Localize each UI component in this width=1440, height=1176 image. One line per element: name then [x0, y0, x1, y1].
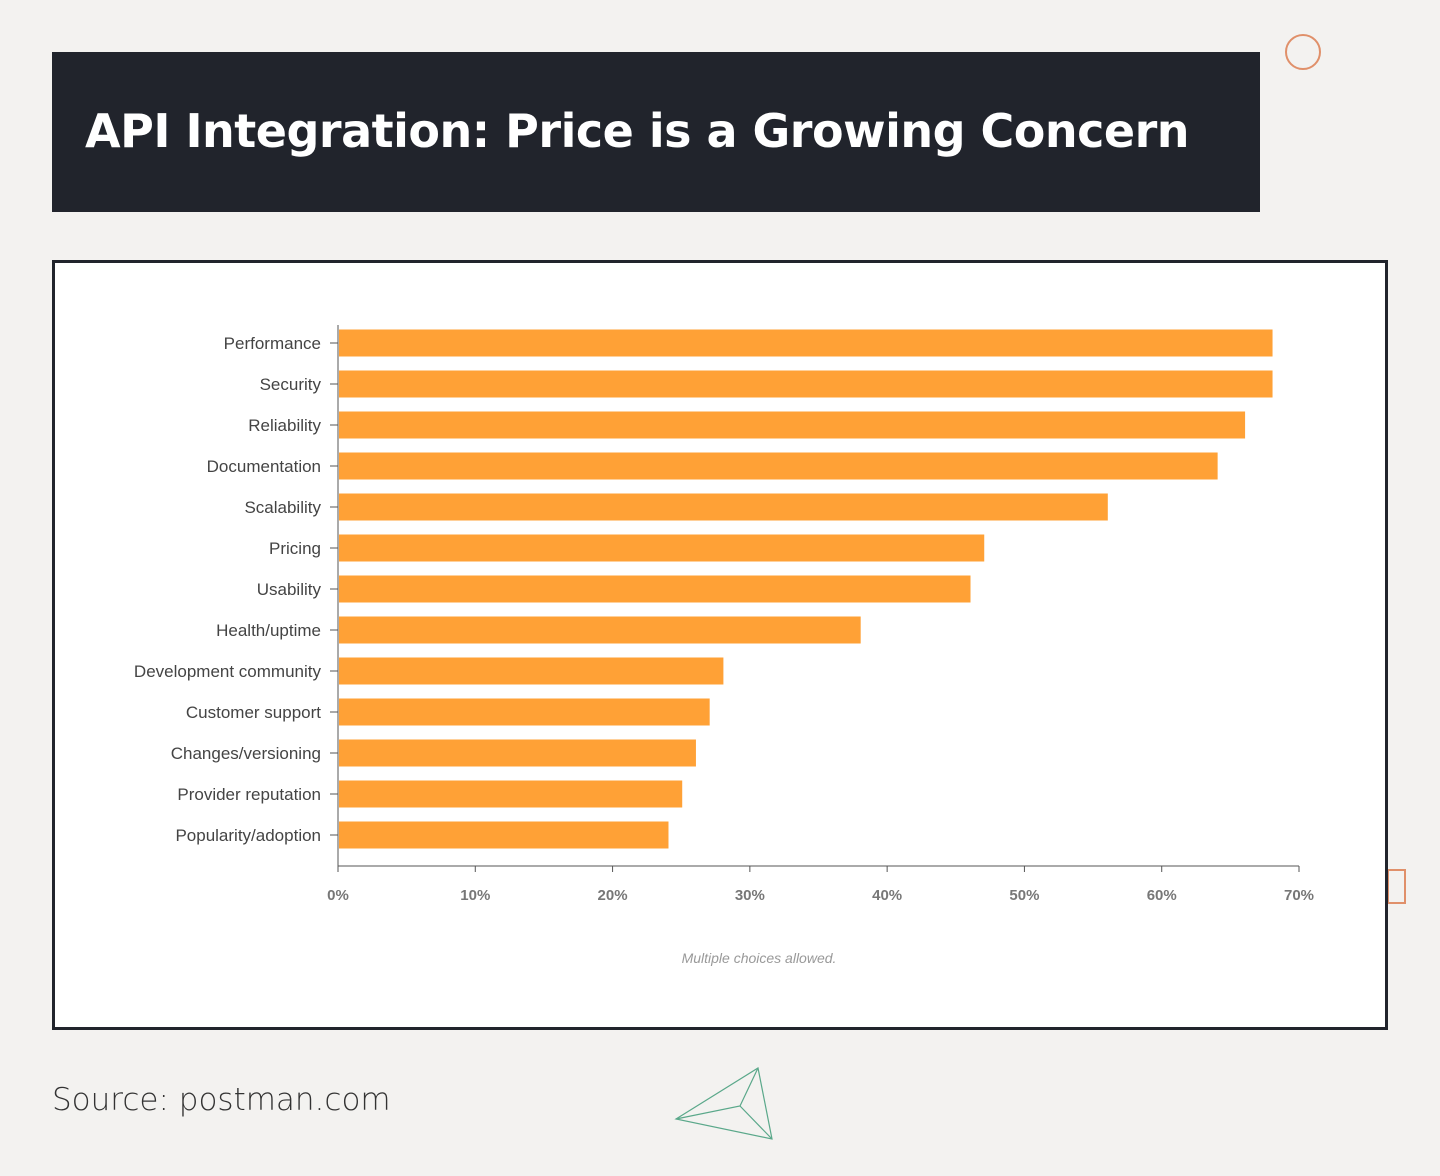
- y-tick-label: Development community: [134, 662, 322, 681]
- deco-square: [1387, 869, 1406, 904]
- y-tick-label: Documentation: [207, 457, 321, 476]
- bar: [339, 411, 1246, 439]
- bar: [339, 452, 1218, 480]
- bar: [339, 370, 1273, 398]
- bar: [339, 698, 710, 726]
- y-tick-label: Popularity/adoption: [175, 826, 321, 845]
- y-tick-label: Customer support: [186, 703, 321, 722]
- y-tick-label: Usability: [257, 580, 322, 599]
- bar: [339, 821, 669, 849]
- title: API Integration: Price is a Growing Conc…: [85, 104, 1190, 158]
- deco-circle: [1285, 34, 1321, 70]
- bar: [339, 329, 1273, 357]
- chart-frame: Multiple choices allowed. 0% 10% 20% 30% 40%…: [52, 260, 1388, 1030]
- deco-triangle-inner: [739, 1105, 773, 1140]
- x-tick-label: 40%: [872, 887, 902, 904]
- bar: [339, 493, 1108, 521]
- x-tick-label: 60%: [1147, 887, 1177, 904]
- title-box: API Integration: Price is a Growing Conc…: [52, 52, 1260, 212]
- chart: Multiple choices allowed. 0% 10% 20% 30% 40%…: [134, 325, 1314, 966]
- bar: [339, 575, 971, 603]
- y-tick-label: Pricing: [269, 539, 321, 558]
- bar: [339, 780, 683, 808]
- x-tick-label: 10%: [460, 887, 490, 904]
- bar: [339, 739, 696, 767]
- x-tick-label: 0%: [327, 887, 349, 904]
- x-tick-label: 50%: [1009, 887, 1039, 904]
- x-tick-label: 20%: [598, 887, 628, 904]
- y-tick-label: Performance: [224, 334, 321, 353]
- chart-note: Multiple choices allowed.: [682, 950, 837, 966]
- y-tick-label: Security: [260, 375, 322, 394]
- y-tick-label: Reliability: [248, 416, 321, 435]
- bar: [339, 616, 861, 644]
- bar: [339, 534, 985, 562]
- x-tick-label: 70%: [1284, 887, 1314, 904]
- y-tick-label: Changes/versioning: [171, 744, 321, 763]
- y-tick-label: Health/uptime: [216, 621, 321, 640]
- y-tick-label: Provider reputation: [177, 785, 321, 804]
- deco-triangle: [674, 1067, 773, 1140]
- y-tick-label: Scalability: [244, 498, 321, 517]
- bar: [339, 657, 724, 685]
- x-tick-label: 30%: [735, 887, 765, 904]
- source: Source: postman.com: [52, 1082, 391, 1118]
